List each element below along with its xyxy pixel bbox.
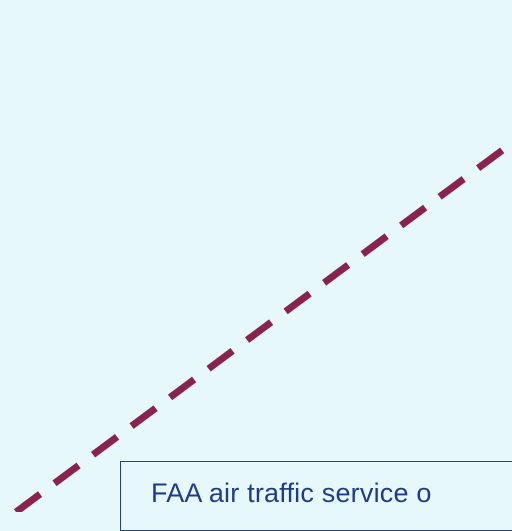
dashed-boundary-line xyxy=(13,140,512,512)
map-layer xyxy=(13,140,512,512)
faa-service-label: FAA air traffic service o xyxy=(151,478,432,508)
map-label-box: FAA air traffic service o xyxy=(120,461,512,531)
map-canvas: FAA air traffic service o xyxy=(13,140,512,531)
